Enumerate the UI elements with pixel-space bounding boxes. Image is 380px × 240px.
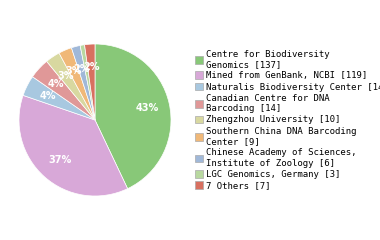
Wedge shape bbox=[80, 45, 95, 120]
Wedge shape bbox=[71, 45, 95, 120]
Text: 3%: 3% bbox=[57, 71, 74, 81]
Wedge shape bbox=[19, 95, 128, 196]
Text: 37%: 37% bbox=[48, 155, 71, 165]
Wedge shape bbox=[85, 44, 95, 120]
Text: 2%: 2% bbox=[73, 64, 90, 73]
Text: 4%: 4% bbox=[39, 91, 56, 101]
Text: 2%: 2% bbox=[83, 62, 100, 72]
Wedge shape bbox=[33, 61, 95, 120]
Text: 4%: 4% bbox=[48, 79, 64, 89]
Wedge shape bbox=[59, 48, 95, 120]
Text: 3%: 3% bbox=[66, 66, 82, 76]
Legend: Centre for Biodiversity
Genomics [137], Mined from GenBank, NCBI [119], Naturali: Centre for Biodiversity Genomics [137], … bbox=[195, 50, 380, 190]
Text: 43%: 43% bbox=[135, 103, 158, 113]
Wedge shape bbox=[95, 44, 171, 189]
Wedge shape bbox=[47, 53, 95, 120]
Wedge shape bbox=[23, 77, 95, 120]
